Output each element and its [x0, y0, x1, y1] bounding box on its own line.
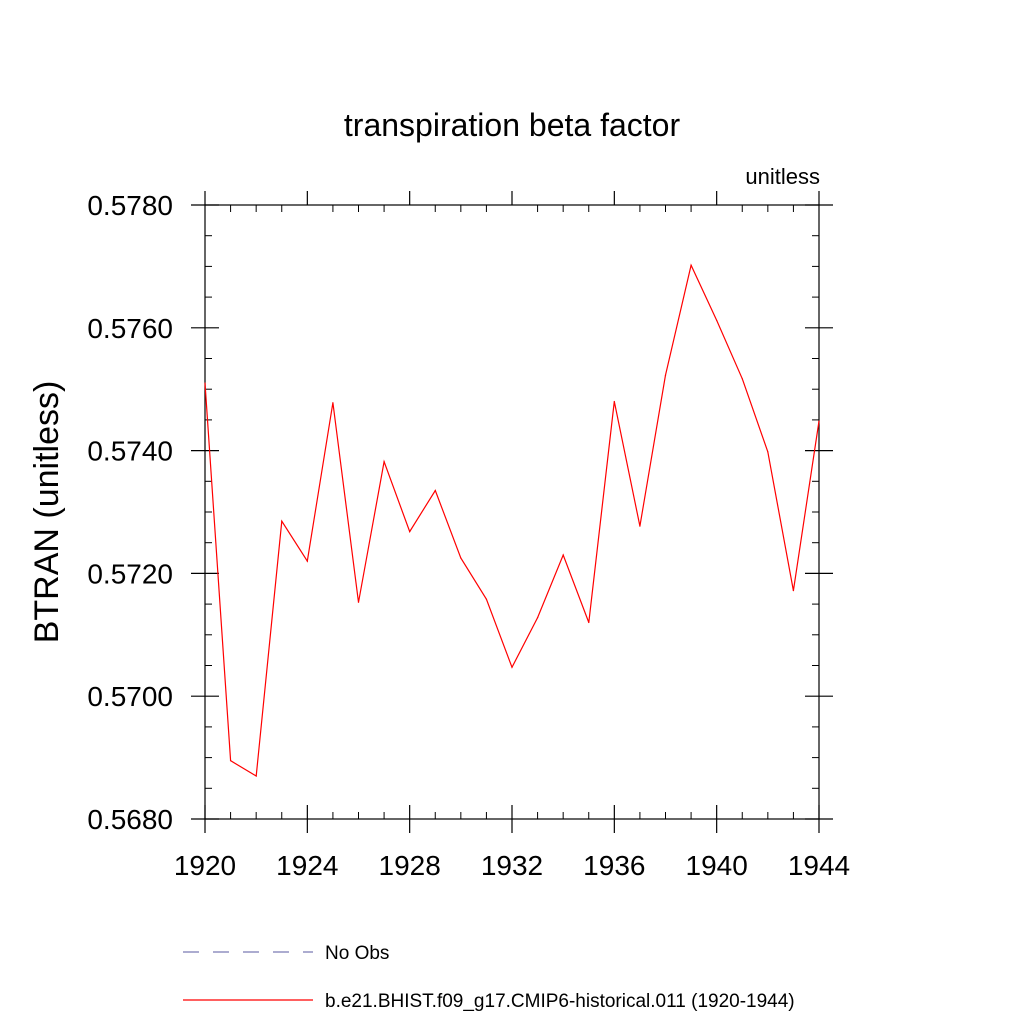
x-tick-label: 1944	[788, 850, 850, 881]
data-point	[716, 319, 718, 322]
data-point	[818, 420, 820, 422]
series-line	[204, 263, 820, 777]
series-layer	[204, 263, 820, 777]
chart-title: transpiration beta factor	[344, 107, 681, 143]
y-axis-label: BTRAN (unitless)	[28, 381, 66, 644]
x-tick-label: 1928	[379, 850, 441, 881]
x-tick-label: 1932	[481, 850, 543, 881]
axis-ticks: 1920 1924 1928 1932 1936 1940 1944 0.5680 0.5700…	[87, 190, 850, 881]
data-point	[306, 560, 308, 562]
plot-frame	[204, 204, 820, 820]
data-point	[204, 382, 206, 384]
data-point	[357, 601, 360, 603]
data-point	[792, 589, 795, 592]
data-point	[485, 598, 488, 600]
data-point	[383, 461, 385, 463]
data-point	[460, 557, 462, 559]
data-point	[332, 402, 334, 404]
x-tick-label: 1920	[174, 850, 236, 881]
legend-label: b.e21.BHIST.f09_g17.CMIP6-historical.011…	[325, 991, 795, 1012]
data-point	[690, 264, 692, 266]
data-point	[434, 489, 436, 492]
data-point	[536, 617, 539, 619]
data-point	[229, 760, 232, 762]
y-tick-label: 0.5680	[87, 804, 173, 835]
data-point	[255, 775, 257, 777]
data-point	[562, 554, 564, 556]
units-label: unitless	[745, 164, 820, 189]
data-point	[409, 531, 411, 533]
legend-label: No Obs	[325, 943, 389, 964]
data-point	[613, 400, 615, 403]
x-tick-label: 1940	[686, 850, 748, 881]
y-tick-label: 0.5740	[87, 436, 173, 467]
legend: No Obs b.e21.BHIST.f09_g17.CMIP6-historic…	[183, 943, 795, 1012]
y-tick-label: 0.5780	[87, 190, 173, 221]
y-tick-label: 0.5700	[87, 681, 173, 712]
y-tick-label: 0.5720	[87, 558, 173, 589]
data-point	[767, 451, 769, 453]
data-point	[511, 666, 513, 668]
data-point	[588, 621, 590, 624]
x-tick-label: 1924	[276, 850, 338, 881]
y-tick-label: 0.5760	[87, 313, 173, 344]
data-point	[281, 520, 283, 522]
data-point	[664, 374, 667, 376]
data-point	[741, 378, 743, 380]
data-point	[639, 525, 641, 527]
x-tick-label: 1936	[583, 850, 645, 881]
